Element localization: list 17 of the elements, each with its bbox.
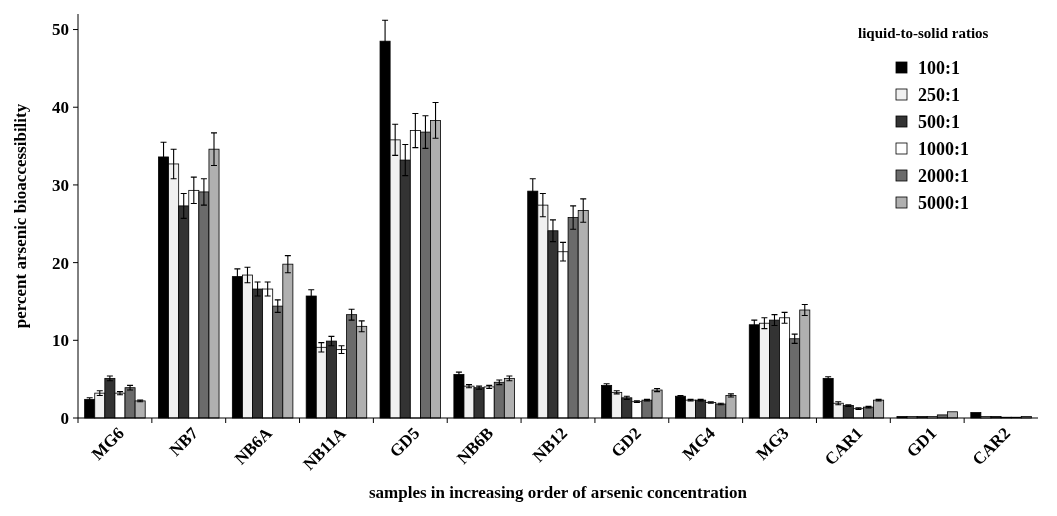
legend-title: liquid-to-solid ratios bbox=[858, 25, 989, 41]
legend-label: 100:1 bbox=[918, 58, 960, 79]
y-tick-label: 0 bbox=[60, 408, 69, 428]
x-tick-label: GD2 bbox=[607, 423, 645, 462]
legend-label: 500:1 bbox=[918, 112, 960, 133]
x-axis-title: samples in increasing order of arsenic concentration bbox=[368, 483, 748, 502]
x-tick-label: GD1 bbox=[902, 423, 941, 462]
y-tick-label: 40 bbox=[52, 98, 69, 118]
legend-label: 5000:1 bbox=[918, 193, 969, 214]
legend-label: 250:1 bbox=[918, 85, 960, 106]
y-tick-label: 30 bbox=[52, 175, 69, 195]
y-tick-label: 20 bbox=[52, 253, 69, 273]
y-axis-title: percent arsenic bioaccessibility bbox=[11, 103, 30, 329]
legend-label: 2000:1 bbox=[918, 166, 969, 187]
y-tick-label: 10 bbox=[52, 331, 69, 351]
y-tick-label: 50 bbox=[52, 20, 69, 40]
legend-label: 1000:1 bbox=[918, 139, 969, 160]
